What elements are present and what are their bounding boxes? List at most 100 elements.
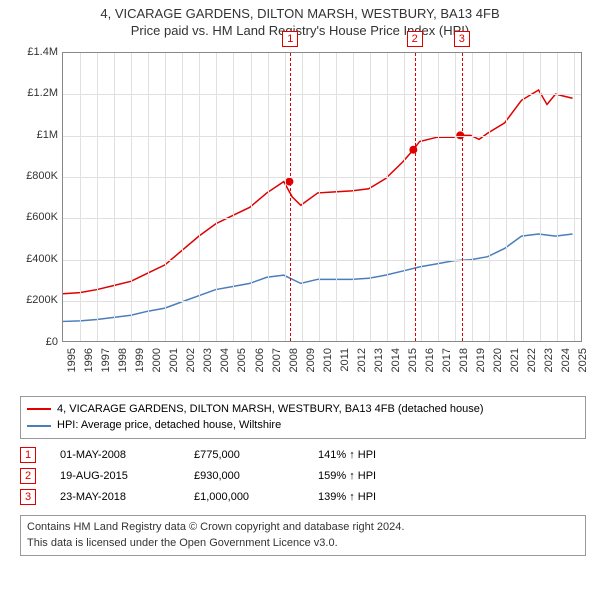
plot-region: 123 — [62, 52, 582, 342]
event-price-3: £1,000,000 — [194, 487, 294, 508]
gridline-v — [438, 53, 439, 341]
x-tick-label: 2007 — [271, 348, 283, 388]
gridline-v — [80, 53, 81, 341]
event-num-2: 2 — [20, 468, 36, 484]
x-tick-label: 2013 — [373, 348, 385, 388]
x-tick-label: 2011 — [339, 348, 351, 388]
event-num-3: 3 — [20, 489, 36, 505]
event-marker-box-3: 3 — [454, 31, 470, 47]
gridline-v — [233, 53, 234, 341]
gridline-v — [506, 53, 507, 341]
event-pct-3: 139% ↑ HPI — [318, 487, 418, 508]
y-tick-label: £400K — [10, 253, 58, 265]
gridline-v — [489, 53, 490, 341]
event-num-1: 1 — [20, 447, 36, 463]
gridline-v — [251, 53, 252, 341]
gridline-v — [370, 53, 371, 341]
y-tick-label: £600K — [10, 211, 58, 223]
y-tick-label: £0 — [10, 336, 58, 348]
x-tick-label: 2000 — [151, 348, 163, 388]
x-tick-label: 2018 — [458, 348, 470, 388]
gridline-v — [148, 53, 149, 341]
y-tick-label: £1M — [10, 129, 58, 141]
gridline-v — [387, 53, 388, 341]
x-tick-label: 2010 — [322, 348, 334, 388]
legend-label-hpi: HPI: Average price, detached house, Wilt… — [57, 417, 281, 434]
gridline-v — [455, 53, 456, 341]
event-marker-box-2: 2 — [407, 31, 423, 47]
x-tick-label: 1997 — [100, 348, 112, 388]
title-line-2: Price paid vs. HM Land Registry's House … — [0, 23, 600, 40]
gridline-v — [131, 53, 132, 341]
x-tick-label: 2022 — [526, 348, 538, 388]
y-tick-label: £200K — [10, 294, 58, 306]
x-tick-label: 2012 — [356, 348, 368, 388]
gridline-v — [353, 53, 354, 341]
event-row-3: 3 23-MAY-2018 £1,000,000 139% ↑ HPI — [20, 487, 586, 508]
legend: 4, VICARAGE GARDENS, DILTON MARSH, WESTB… — [20, 396, 586, 439]
gridline-v — [319, 53, 320, 341]
x-tick-label: 2008 — [288, 348, 300, 388]
gridline-h — [63, 94, 581, 95]
gridline-v — [472, 53, 473, 341]
x-tick-label: 2006 — [254, 348, 266, 388]
gridline-h — [63, 177, 581, 178]
gridline-h — [63, 301, 581, 302]
gridline-h — [63, 136, 581, 137]
line-svg — [63, 53, 581, 341]
gridline-v — [285, 53, 286, 341]
legend-row-property: 4, VICARAGE GARDENS, DILTON MARSH, WESTB… — [27, 401, 579, 418]
footer-line-2: This data is licensed under the Open Gov… — [27, 536, 579, 551]
event-price-1: £775,000 — [194, 445, 294, 466]
gridline-v — [165, 53, 166, 341]
event-line-1 — [290, 53, 291, 341]
gridline-v — [97, 53, 98, 341]
gridline-v — [404, 53, 405, 341]
event-date-2: 19-AUG-2015 — [60, 466, 170, 487]
title-block: 4, VICARAGE GARDENS, DILTON MARSH, WESTB… — [0, 0, 600, 42]
x-tick-label: 1995 — [66, 348, 78, 388]
y-tick-label: £1.4M — [10, 46, 58, 58]
x-tick-label: 2005 — [236, 348, 248, 388]
gridline-v — [302, 53, 303, 341]
x-tick-label: 2004 — [219, 348, 231, 388]
x-tick-label: 2014 — [390, 348, 402, 388]
x-tick-label: 2025 — [577, 348, 589, 388]
event-line-2 — [415, 53, 416, 341]
event-row-2: 2 19-AUG-2015 £930,000 159% ↑ HPI — [20, 466, 586, 487]
footer-line-1: Contains HM Land Registry data © Crown c… — [27, 520, 579, 535]
x-tick-label: 2003 — [202, 348, 214, 388]
y-tick-label: £800K — [10, 170, 58, 182]
gridline-v — [216, 53, 217, 341]
gridline-v — [182, 53, 183, 341]
x-tick-label: 1998 — [117, 348, 129, 388]
gridline-v — [523, 53, 524, 341]
x-tick-label: 2015 — [407, 348, 419, 388]
event-point-2 — [409, 146, 417, 154]
event-row-1: 1 01-MAY-2008 £775,000 141% ↑ HPI — [20, 445, 586, 466]
gridline-v — [540, 53, 541, 341]
footer: Contains HM Land Registry data © Crown c… — [20, 515, 586, 556]
gridline-v — [336, 53, 337, 341]
x-tick-label: 2001 — [168, 348, 180, 388]
title-line-1: 4, VICARAGE GARDENS, DILTON MARSH, WESTB… — [0, 6, 600, 23]
legend-swatch-property — [27, 408, 51, 410]
gridline-v — [114, 53, 115, 341]
event-price-2: £930,000 — [194, 466, 294, 487]
x-tick-label: 2002 — [185, 348, 197, 388]
x-tick-label: 2016 — [424, 348, 436, 388]
legend-row-hpi: HPI: Average price, detached house, Wilt… — [27, 417, 579, 434]
event-line-3 — [462, 53, 463, 341]
x-tick-label: 2017 — [441, 348, 453, 388]
y-tick-label: £1.2M — [10, 87, 58, 99]
event-marker-box-1: 1 — [282, 31, 298, 47]
event-pct-1: 141% ↑ HPI — [318, 445, 418, 466]
chart-container: 4, VICARAGE GARDENS, DILTON MARSH, WESTB… — [0, 0, 600, 590]
x-tick-label: 2023 — [543, 348, 555, 388]
chart-area: 123 £0 £200K £400K £600K £800K £1M £1.2M £1.4M 1… — [10, 46, 590, 396]
legend-label-property: 4, VICARAGE GARDENS, DILTON MARSH, WESTB… — [57, 401, 484, 418]
legend-swatch-hpi — [27, 425, 51, 427]
x-tick-label: 2019 — [475, 348, 487, 388]
x-tick-label: 1996 — [83, 348, 95, 388]
gridline-h — [63, 218, 581, 219]
